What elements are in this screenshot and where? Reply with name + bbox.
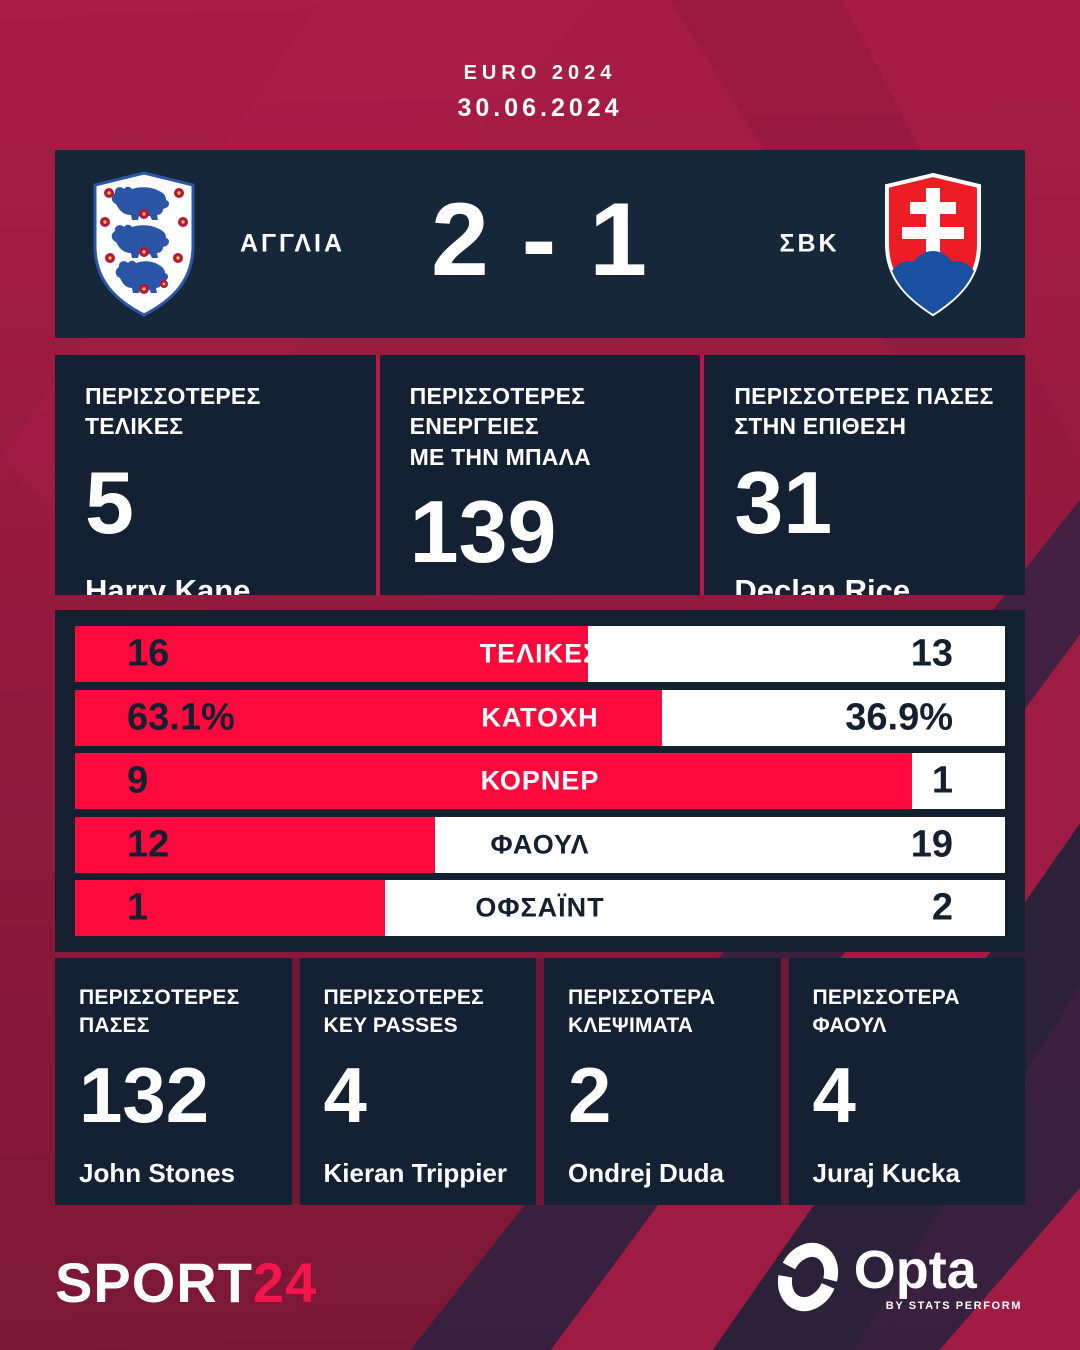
stat-card-label: ΣΤΗΝ ΕΠΙΘΕΣΗ <box>734 413 907 440</box>
home-bar-fill <box>75 880 385 936</box>
comparison-bar-fouls: 12 ΦΑΟΥΛ 19 <box>75 816 1005 873</box>
opta-byline: BY STATS PERFORM <box>885 1299 1022 1312</box>
stat-card-most-passes: ΠΕΡΙΣΣΟΤΕΡΕΣ ΠΑΣΕΣ 132 John Stones <box>55 958 292 1205</box>
match-score: 2 - 1 <box>430 181 650 298</box>
stat-card-label: ΠΕΡΙΣΣΟΤΕΡΑ <box>568 986 716 1009</box>
comparison-stat-label: ΤΕΛΙΚΕΣ <box>479 638 601 669</box>
stat-card-label: ΜΕ ΤΗΝ ΜΠΑΛΑ <box>409 443 591 470</box>
stat-card-value: 31 <box>734 453 833 552</box>
comparison-bar-shots: 16 ΤΕΛΙΚΕΣ 13 <box>75 626 1005 682</box>
home-value: 1 <box>127 886 149 929</box>
stat-card-value: 4 <box>323 1051 367 1139</box>
comparison-bar-offsides: 1 ΟΦΣΑΪΝΤ 2 <box>75 880 1005 936</box>
away-team-label: ΣΒΚ <box>779 229 840 258</box>
stat-card-most-fouls: ΠΕΡΙΣΣΟΤΕΡΑ ΦΑΟΥΛ 4 Juraj Kucka <box>788 958 1025 1205</box>
header-date: 30.06.2024 <box>457 94 623 122</box>
away-value: 1 <box>931 759 953 802</box>
home-value: 12 <box>127 823 170 865</box>
away-value: 36.9% <box>845 696 953 738</box>
stat-card-value: 139 <box>409 482 557 582</box>
stat-card-player: Ondrej Duda <box>568 1158 725 1188</box>
comparison-chart: 16 ΤΕΛΙΚΕΣ 13 63.1% ΚΑΤΟΧΗ 36.9% 9 ΚΟΡΝΕ… <box>55 610 1025 952</box>
away-value: 13 <box>910 632 953 675</box>
comparison-bar-possession: 63.1% ΚΑΤΟΧΗ 36.9% <box>75 689 1005 746</box>
stat-card-value: 2 <box>568 1051 612 1139</box>
away-value: 19 <box>910 823 953 865</box>
comparison-stat-label: ΟΦΣΑΪΝΤ <box>475 892 605 923</box>
england-crest-icon <box>93 171 195 317</box>
bottom-stat-cards: ΠΕΡΙΣΣΟΤΕΡΕΣ ΠΑΣΕΣ 132 John Stones ΠΕΡΙΣ… <box>55 958 1025 1205</box>
header-tournament: EURO 2024 <box>463 62 617 84</box>
stat-card-player: John Stones <box>79 1158 236 1188</box>
stat-card-label: ΠΕΡΙΣΣΟΤΕΡΕΣ <box>79 986 240 1009</box>
stat-card-label: ΠΕΡΙΣΣΟΤΕΡΑ <box>812 986 960 1009</box>
sport24-wordmark: SPORT <box>55 1251 253 1314</box>
stat-card-value: 5 <box>85 453 134 552</box>
stat-card-label: ΠΕΡΙΣΣΟΤΕΡΕΣ <box>323 986 484 1009</box>
stat-card-label: ΦΑΟΥΛ <box>812 1013 887 1037</box>
slovakia-crest-icon <box>885 172 981 317</box>
stat-card-value: 4 <box>812 1051 856 1139</box>
opta-ring-icon <box>777 1242 838 1312</box>
stat-card-label: ΠΕΡΙΣΣΟΤΕΡΕΣ ΠΑΣΕΣ <box>734 383 994 409</box>
stat-card-most-steals: ΠΕΡΙΣΣΟΤΕΡΑ ΚΛΕΨΙΜΑΤΑ 2 Ondrej Duda <box>544 958 781 1205</box>
home-bar-fill <box>75 689 662 746</box>
home-value: 63.1% <box>127 696 235 738</box>
stat-card-most-key-passes: ΠΕΡΙΣΣΟΤΕΡΕΣ KEY PASSES 4 Kieran Trippie… <box>299 958 536 1205</box>
comparison-stat-label: ΦΑΟΥΛ <box>490 829 590 859</box>
stat-card-label: ΚΛΕΨΙΜΑΤΑ <box>568 1013 694 1037</box>
stat-card-most-touches: ΠΕΡΙΣΣΟΤΕΡΕΣ ΕΝΕΡΓΕΙΕΣ ΜΕ ΤΗΝ ΜΠΑΛΑ 139 … <box>379 355 701 595</box>
home-value: 16 <box>127 632 170 675</box>
opta-logo: Opta BY STATS PERFORM <box>776 1240 1022 1314</box>
stat-card-label: ΤΕΛΙΚΕΣ <box>85 413 184 440</box>
home-value: 9 <box>127 759 149 802</box>
stat-card-most-attacking-passes: ΠΕΡΙΣΣΟΤΕΡΕΣ ΠΑΣΕΣ ΣΤΗΝ ΕΠΙΘΕΣΗ 31 Decla… <box>704 355 1026 595</box>
scoreboard: ΑΓΓΛΙΑ 2 - 1 ΣΒΚ <box>55 150 1025 338</box>
stat-card-label: KEY PASSES <box>323 1013 458 1037</box>
home-team-label: ΑΓΓΛΙΑ <box>239 229 346 258</box>
tudor-roses <box>100 188 188 294</box>
away-value: 2 <box>931 886 953 929</box>
top-stat-cards: ΠΕΡΙΣΣΟΤΕΡΕΣ ΤΕΛΙΚΕΣ 5 Harry Kane ΠΕΡΙΣΣ… <box>55 355 1026 595</box>
comparison-stat-label: ΚΑΤΟΧΗ <box>481 702 599 732</box>
stat-card-player: Declan Rice <box>734 573 911 595</box>
home-bar-fill <box>75 816 435 873</box>
comparison-stat-label: ΚΟΡΝΕΡ <box>480 765 600 796</box>
header: EURO 2024 30.06.2024 <box>0 62 1080 123</box>
stat-card-value: 132 <box>79 1051 210 1139</box>
stat-card-player: Harry Kane <box>85 573 251 595</box>
sport24-accent: 24 <box>252 1251 318 1314</box>
sport24-logo: SPORT24 <box>55 1250 317 1315</box>
stat-card-label: ΠΕΡΙΣΣΟΤΕΡΕΣ <box>85 383 261 409</box>
comparison-bar-corners: 9 ΚΟΡΝΕΡ 1 <box>75 753 1005 809</box>
home-bar-fill <box>75 753 912 809</box>
stat-card-label: ΠΑΣΕΣ <box>79 1013 150 1037</box>
stat-card-label: ΠΕΡΙΣΣΟΤΕΡΕΣ ΕΝΕΡΓΕΙΕΣ <box>409 383 586 440</box>
stat-card-player: Kieran Trippier <box>323 1158 508 1188</box>
opta-name: Opta <box>853 1239 977 1300</box>
home-bar-fill <box>75 626 589 682</box>
stat-card-most-shots: ΠΕΡΙΣΣΟΤΕΡΕΣ ΤΕΛΙΚΕΣ 5 Harry Kane <box>55 355 376 595</box>
stat-card-player: Juraj Kucka <box>812 1158 960 1188</box>
